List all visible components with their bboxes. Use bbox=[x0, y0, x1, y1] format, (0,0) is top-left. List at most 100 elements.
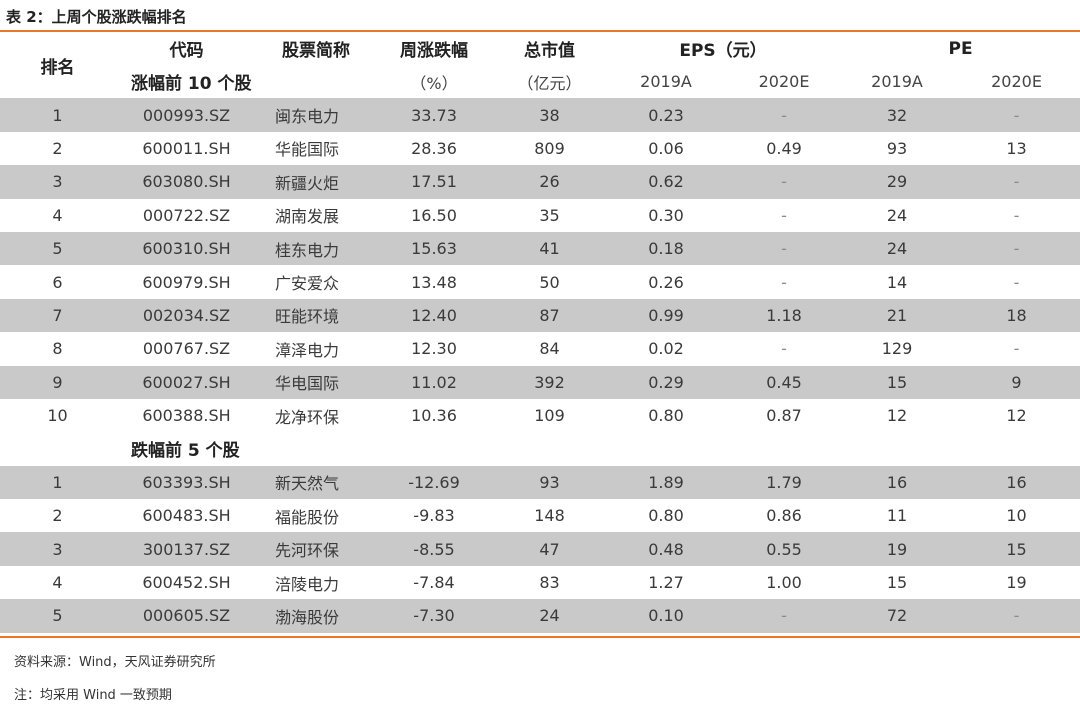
pe-2020-cell: 19 bbox=[1006, 573, 1027, 593]
header-eps-2020: 2020E bbox=[758, 72, 810, 92]
code-cell: 300137.SZ bbox=[115, 532, 258, 566]
rank-cell: 4 bbox=[52, 205, 63, 225]
weekly-change-cell: -7.30 bbox=[374, 599, 494, 633]
market-cap-cell: 809 bbox=[534, 138, 565, 158]
table-row: 10 600388.SH 龙净环保 10.36 109 0.80 0.87 12 12 bbox=[0, 399, 1080, 432]
market-cap-cell: 35 bbox=[539, 205, 560, 225]
pe-2019-cell: 12 bbox=[886, 406, 908, 426]
table-row: 4 600452.SH 涪陵电力 -7.84 83 1.27 1.00 15 19 bbox=[0, 566, 1080, 599]
rank-cell: 1 bbox=[0, 465, 115, 500]
weekly-change-cell: -9.83 bbox=[413, 506, 455, 526]
eps-2019-cell: 0.29 bbox=[605, 365, 727, 399]
market-cap-cell: 148 bbox=[534, 506, 565, 526]
code-cell: 600979.SH bbox=[142, 272, 231, 292]
name-cell: 华电国际 bbox=[258, 365, 374, 399]
pe-2019-cell: 72 bbox=[841, 599, 954, 633]
eps-2020-cell: - bbox=[727, 98, 842, 132]
weekly-change-cell: 15.63 bbox=[374, 231, 494, 266]
code-cell: 600452.SH bbox=[142, 573, 231, 593]
name-cell: 湖南发展 bbox=[275, 207, 340, 227]
pe-2020-cell: 12 bbox=[1006, 406, 1027, 426]
market-cap-cell: 84 bbox=[539, 339, 560, 359]
market-cap-cell: 109 bbox=[534, 406, 565, 426]
pe-2020-cell: - bbox=[1013, 205, 1020, 225]
table-row: 5 000605.SZ 渤海股份 -7.30 24 0.10-72- bbox=[0, 599, 1080, 633]
eps-2020-cell: - bbox=[727, 231, 842, 266]
weekly-change-cell: 12.30 bbox=[411, 339, 457, 359]
eps-2019-cell: 0.48 bbox=[605, 532, 727, 566]
pe-2019-cell: 24 bbox=[841, 231, 954, 266]
table-body: 排名 代码 股票简称 周涨跌幅 总市值 EPS（元） PE 涨幅前 10 个股 … bbox=[0, 32, 1080, 633]
code-cell: 603080.SH bbox=[115, 165, 258, 199]
name-cell: 福能股份 bbox=[275, 507, 340, 527]
header-name: 股票简称 bbox=[282, 41, 350, 62]
weekly-change-cell: 10.36 bbox=[411, 406, 457, 426]
empty-cell bbox=[0, 432, 115, 465]
pe-2020-cell: 15 bbox=[953, 532, 1080, 566]
market-cap-cell: 47 bbox=[494, 532, 605, 566]
eps-2020-cell: 1.79 bbox=[727, 465, 842, 500]
header-pe: PE bbox=[948, 38, 973, 59]
table-title: 表 2：上周个股涨跌幅排名 bbox=[6, 8, 187, 26]
eps-2019-cell: 0.62 bbox=[605, 165, 727, 199]
pe-2020-cell: - bbox=[1013, 339, 1020, 359]
section-row-decliners: 跌幅前 5 个股 bbox=[0, 432, 1080, 465]
rank-cell: 2 bbox=[52, 506, 63, 526]
pe-2019-cell: 21 bbox=[841, 298, 954, 333]
table-row: 2 600483.SH 福能股份 -9.83 148 0.80 0.86 11 10 bbox=[0, 499, 1080, 532]
eps-2020-cell: - bbox=[781, 272, 787, 292]
pe-2019-cell: 93 bbox=[886, 138, 908, 158]
market-cap-cell: 83 bbox=[539, 573, 560, 593]
rank-cell: 8 bbox=[52, 339, 63, 359]
eps-2020-cell: - bbox=[727, 165, 842, 199]
header-weekly-change: 周涨跌幅 bbox=[400, 41, 468, 62]
name-cell: 先河环保 bbox=[258, 532, 374, 566]
table-row: 2 600011.SH 华能国际 28.36 809 0.06 0.49 93 13 bbox=[0, 132, 1080, 165]
code-cell: 603393.SH bbox=[115, 465, 258, 500]
eps-2019-cell: 1.89 bbox=[605, 465, 727, 500]
rank-cell: 5 bbox=[0, 231, 115, 266]
name-cell: 渤海股份 bbox=[258, 599, 374, 633]
pe-2019-cell: 129 bbox=[881, 339, 913, 359]
weekly-change-cell: 13.48 bbox=[411, 272, 457, 292]
eps-2020-cell: - bbox=[781, 205, 787, 225]
weekly-change-cell: 12.40 bbox=[374, 298, 494, 333]
header-rank: 排名 bbox=[40, 57, 75, 78]
remark-note: 注：均采用 Wind 一致预期 bbox=[14, 688, 172, 703]
eps-2019-cell: 0.99 bbox=[605, 298, 727, 333]
pe-2020-cell: 9 bbox=[953, 365, 1080, 399]
name-cell: 桂东电力 bbox=[258, 231, 374, 266]
header-pe-2019: 2019A bbox=[871, 72, 923, 92]
market-cap-cell: 24 bbox=[494, 599, 605, 633]
eps-2019-cell: 0.06 bbox=[648, 138, 684, 158]
market-cap-cell: 392 bbox=[494, 365, 605, 399]
weekly-change-cell: -8.55 bbox=[374, 532, 494, 566]
header-market-cap: 总市值 bbox=[524, 41, 575, 62]
code-cell: 600310.SH bbox=[115, 231, 258, 266]
eps-2019-cell: 0.80 bbox=[648, 506, 684, 526]
eps-2019-cell: 0.18 bbox=[605, 231, 727, 266]
table-row: 7 002034.SZ 旺能环境 12.40 87 0.99 1.18 21 18 bbox=[0, 298, 1080, 333]
code-cell: 600483.SH bbox=[142, 506, 231, 526]
code-cell: 000993.SZ bbox=[115, 98, 258, 132]
pe-2019-cell: 11 bbox=[886, 506, 908, 526]
table-row: 6 600979.SH 广安爱众 13.48 50 0.26 - 14 - bbox=[0, 265, 1080, 298]
pe-2019-cell: 16 bbox=[841, 465, 954, 500]
header-row-2: 涨幅前 10 个股 （%） （亿元） 2019A 2020E 2019A 202… bbox=[0, 65, 1080, 98]
weekly-change-cell: -7.84 bbox=[413, 573, 455, 593]
pe-2019-cell: 14 bbox=[886, 272, 908, 292]
eps-2019-cell: 0.26 bbox=[648, 272, 684, 292]
rank-cell: 4 bbox=[52, 573, 63, 593]
bottom-rule bbox=[0, 636, 1080, 638]
table-row: 1 603393.SH 新天然气 -12.69 93 1.89 1.79 16 16 bbox=[0, 465, 1080, 500]
market-cap-cell: 93 bbox=[494, 465, 605, 500]
weekly-change-cell: 16.50 bbox=[411, 205, 457, 225]
eps-2020-cell: 1.18 bbox=[727, 298, 842, 333]
market-cap-cell: 87 bbox=[494, 298, 605, 333]
name-cell: 新天然气 bbox=[258, 465, 374, 500]
table-row: 3 300137.SZ 先河环保 -8.55 47 0.48 0.55 19 15 bbox=[0, 532, 1080, 566]
stock-ranking-table: 排名 代码 股票简称 周涨跌幅 总市值 EPS（元） PE 涨幅前 10 个股 … bbox=[0, 32, 1080, 633]
pe-2020-cell: 10 bbox=[1006, 506, 1027, 526]
market-cap-cell: 26 bbox=[494, 165, 605, 199]
market-cap-cell: 50 bbox=[539, 272, 560, 292]
